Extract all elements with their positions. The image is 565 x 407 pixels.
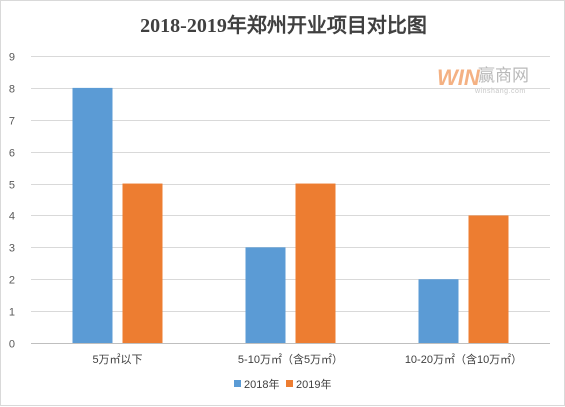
y-tick-label: 4 [9,211,15,223]
watermark-sub: winshang.com [474,88,526,95]
grid-lines [31,56,550,344]
y-tick-label: 7 [9,116,15,128]
bar-2019-cat-0 [122,183,163,343]
x-category-label: 5万㎡以下 [92,353,142,366]
y-tick-label: 2 [9,275,15,287]
legend-label: 2019年 [296,377,331,391]
watermark-logo: WIN 赢商网 winshang.com [437,65,529,95]
x-category-label: 5-10万㎡（含5万㎡） [238,352,343,366]
bar-2019-cat-1 [295,183,336,343]
legend-label: 2018年 [244,377,279,391]
x-category-label: 10-20万㎡（含10万㎡） [405,352,522,366]
bar-2018-cat-2 [418,279,459,343]
bar-2018-cat-0 [72,87,113,343]
chart-title: 2018-2019年郑州开业项目对比图 [140,15,427,37]
bar-2018-cat-1 [245,247,286,343]
y-tick-label: 5 [9,180,15,192]
watermark-logo-letters: WIN [437,65,481,90]
y-tick-label: 9 [9,52,15,64]
legend-swatch [286,380,293,387]
y-tick-label: 1 [9,307,15,319]
x-axis-categories: 5万㎡以下 5-10万㎡（含5万㎡） 10-20万㎡（含10万㎡） [92,352,522,366]
bar-2019-cat-2 [468,215,509,343]
legend: 2018年 2019年 [234,377,331,391]
watermark-brand: 赢商网 [478,66,529,85]
legend-swatch [234,380,241,387]
y-axis-ticks: 0 1 2 3 4 5 6 7 8 9 [9,52,15,351]
y-tick-label: 3 [9,243,15,255]
y-tick-label: 8 [9,84,15,96]
y-tick-label: 6 [9,148,15,160]
y-tick-label: 0 [9,339,15,351]
bars [72,87,509,343]
